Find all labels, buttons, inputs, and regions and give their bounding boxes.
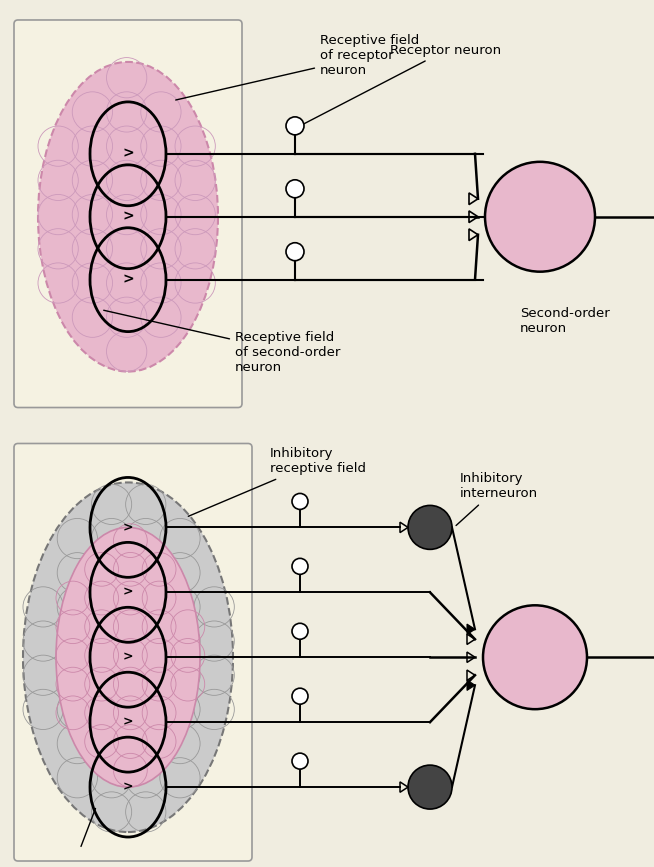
- Text: Receptive field
of receptor
neuron: Receptive field of receptor neuron: [176, 34, 419, 100]
- Text: Second-order
neuron: Second-order neuron: [520, 307, 610, 335]
- Circle shape: [408, 765, 452, 809]
- Text: >: >: [122, 210, 134, 224]
- Text: >: >: [123, 715, 133, 728]
- Text: >: >: [123, 521, 133, 534]
- Circle shape: [292, 558, 308, 574]
- Circle shape: [483, 605, 587, 709]
- Text: >: >: [122, 273, 134, 287]
- Text: Inhibitory
receptive field: Inhibitory receptive field: [188, 447, 366, 517]
- Ellipse shape: [38, 62, 218, 372]
- Polygon shape: [467, 624, 475, 635]
- Polygon shape: [467, 680, 475, 690]
- Text: >: >: [123, 651, 133, 664]
- Ellipse shape: [23, 482, 233, 832]
- Circle shape: [408, 505, 452, 550]
- Circle shape: [292, 493, 308, 510]
- Circle shape: [292, 623, 308, 639]
- Circle shape: [286, 117, 304, 135]
- Circle shape: [286, 179, 304, 198]
- Ellipse shape: [56, 527, 200, 787]
- Circle shape: [485, 162, 595, 271]
- FancyBboxPatch shape: [14, 20, 242, 407]
- Text: >: >: [122, 147, 134, 160]
- Text: Receptive field
of second-order
neuron: Receptive field of second-order neuron: [104, 310, 340, 374]
- Circle shape: [292, 688, 308, 704]
- Circle shape: [292, 753, 308, 769]
- Text: >: >: [123, 780, 133, 793]
- Text: Receptor neuron: Receptor neuron: [302, 44, 501, 125]
- Text: Inhibitory
interneuron: Inhibitory interneuron: [456, 473, 538, 525]
- Circle shape: [286, 243, 304, 261]
- Text: >: >: [123, 586, 133, 599]
- FancyBboxPatch shape: [14, 444, 252, 861]
